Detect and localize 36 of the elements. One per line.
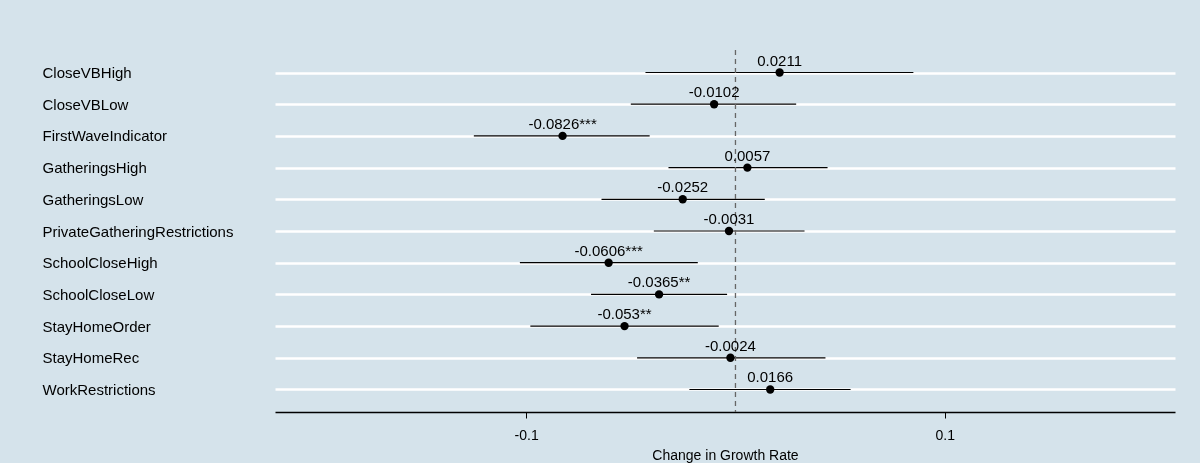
point	[558, 131, 567, 141]
point	[654, 290, 664, 299]
x-tick-label: 0.1	[935, 426, 956, 443]
point	[678, 195, 687, 204]
point	[709, 100, 719, 109]
point	[775, 68, 784, 77]
y-tick-label: SchoolCloseHigh	[42, 254, 158, 272]
y-tick-label: SchoolCloseLow	[42, 285, 155, 303]
data-label: -0.0031	[703, 210, 755, 227]
point	[724, 226, 734, 236]
y-tick-label: CloseVBHigh	[42, 64, 132, 82]
y-tick-label: FirstWaveIndicator	[42, 127, 167, 145]
data-label: -0.0606***	[574, 241, 643, 259]
y-tick-label: StayHomeRec	[42, 349, 140, 367]
data-label: -0.053**	[597, 305, 652, 323]
data-label: 0.0211	[757, 51, 803, 69]
point	[766, 385, 775, 394]
y-tick-label: PrivateGatheringRestrictions	[42, 222, 234, 240]
y-tick-label: GatheringsHigh	[42, 159, 147, 177]
data-label: -0.0826***	[528, 114, 597, 132]
y-tick-label: GatheringsLow	[42, 190, 144, 208]
y-tick-label: WorkRestrictions	[42, 380, 156, 398]
data-label: -0.0365**	[627, 273, 691, 291]
point	[604, 258, 613, 267]
data-label: -0.0024	[705, 336, 756, 354]
data-label: 0.0166	[747, 368, 794, 386]
y-tick-label: CloseVBLow	[42, 95, 129, 113]
data-label: -0.0102	[688, 83, 740, 101]
point	[620, 321, 629, 331]
data-label: -0.0252	[657, 178, 709, 196]
point	[743, 163, 752, 172]
x-axis-title: Change in Growth Rate	[652, 446, 799, 463]
data-label: 0.0057	[724, 146, 771, 164]
y-tick-label: StayHomeOrder	[42, 317, 151, 335]
x-tick-label: -0.1	[514, 426, 539, 443]
point	[726, 353, 735, 362]
